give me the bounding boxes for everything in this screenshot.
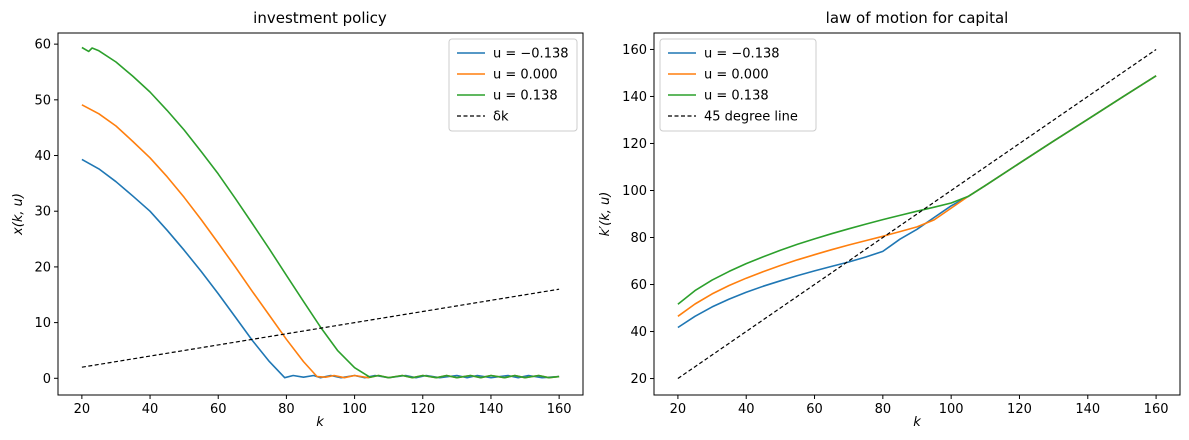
chart-title: investment policy: [253, 9, 387, 27]
legend: u = −0.138 u = 0.000 u = 0.138 45 degree li…: [659, 38, 817, 132]
series-line-1: [81, 104, 560, 379]
legend-label: u = 0.000: [493, 68, 558, 83]
series-line-3: [677, 49, 1157, 379]
legend-label: δk: [493, 110, 509, 125]
x-tick-label: 80: [278, 402, 295, 417]
x-tick-label: 120: [1007, 402, 1032, 417]
y-tick-label: 120: [622, 137, 647, 152]
y-tick-label: 50: [34, 93, 51, 108]
legend-label: u = 0.000: [704, 68, 769, 83]
x-tick-label: 20: [74, 402, 91, 417]
y-tick-label: 40: [630, 325, 647, 340]
legend: u = −0.138 u = 0.000 u = 0.138 δk: [448, 38, 578, 132]
x-ticks: 20 40 60 80 100 120 140 160: [670, 395, 1169, 417]
series-line-2: [677, 75, 1157, 305]
x-axis-label: k: [913, 415, 921, 430]
legend-label: u = 0.138: [493, 89, 558, 104]
legend-label: u = −0.138: [704, 47, 780, 62]
x-tick-label: 160: [547, 402, 572, 417]
x-tick-label: 120: [410, 402, 435, 417]
legend-frame: [448, 38, 578, 132]
axes-frame: [57, 32, 584, 396]
y-tick-label: 160: [622, 43, 647, 58]
x-tick-label: 60: [806, 402, 823, 417]
y-tick-label: 40: [34, 149, 51, 164]
y-ticks: 20 40 60 80 100 120 140 160: [622, 43, 654, 387]
y-tick-label: 80: [630, 231, 647, 246]
axes-frame: [653, 32, 1181, 396]
legend-label: u = −0.138: [493, 47, 569, 62]
series-line-2: [81, 46, 560, 379]
y-ticks: 0 10 20 30 40 50 60: [34, 38, 58, 387]
chart-title: law of motion for capital: [826, 9, 1009, 27]
legend-label: 45 degree line: [704, 110, 798, 125]
x-tick-label: 140: [1075, 402, 1100, 417]
x-tick-label: 20: [670, 402, 687, 417]
x-tick-label: 100: [342, 402, 367, 417]
x-tick-label: 160: [1144, 402, 1169, 417]
y-tick-label: 140: [622, 90, 647, 105]
plot-area: [677, 49, 1157, 379]
y-tick-label: 100: [622, 184, 647, 199]
y-tick-label: 20: [630, 372, 647, 387]
y-tick-label: 60: [630, 278, 647, 293]
y-tick-label: 30: [34, 205, 51, 220]
legend-frame: [659, 38, 817, 132]
series-line-3: [81, 288, 560, 368]
x-tick-label: 100: [939, 402, 964, 417]
x-tick-label: 40: [738, 402, 755, 417]
panel-investment-policy: investment policy 20 40 60 80 100 120 140 160 0…: [11, 9, 584, 430]
legend-label: u = 0.138: [704, 89, 769, 104]
x-tick-label: 140: [479, 402, 504, 417]
x-ticks: 20 40 60 80 100 120 140 160: [74, 395, 572, 417]
y-tick-label: 60: [34, 38, 51, 53]
y-axis-label: k′(k, u): [598, 192, 613, 237]
x-tick-label: 80: [875, 402, 892, 417]
x-tick-label: 60: [210, 402, 227, 417]
y-tick-label: 10: [34, 316, 51, 331]
x-axis-label: k: [316, 415, 324, 430]
y-tick-label: 0: [43, 372, 51, 387]
panel-law-of-motion: law of motion for capital 20 40 60 80 100 120…: [598, 9, 1181, 430]
y-tick-label: 20: [34, 260, 51, 275]
series-line-0: [81, 158, 560, 379]
plot-area: [81, 46, 560, 379]
y-axis-label: x(k, u): [11, 193, 26, 236]
x-tick-label: 40: [142, 402, 159, 417]
